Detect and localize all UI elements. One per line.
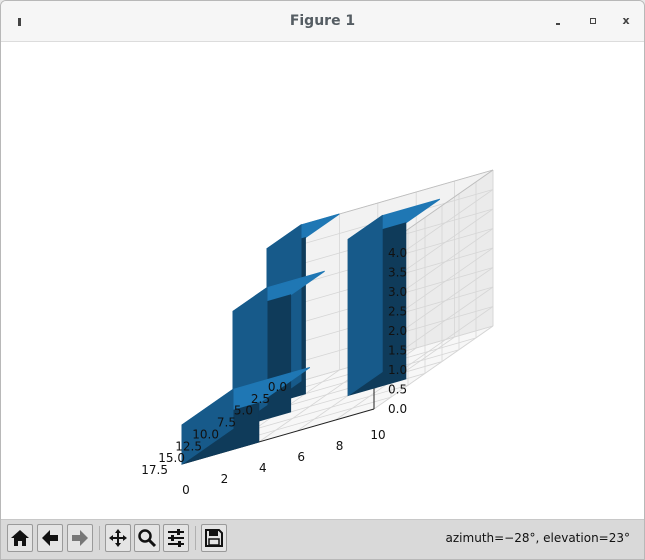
navigation-toolbar: azimuth=−28°, elevation=23° <box>1 519 644 559</box>
window-title: Figure 1 <box>289 13 356 29</box>
toolbar-separator <box>195 526 196 550</box>
z-tick-label: 1.0 <box>388 363 407 377</box>
x-tick-label: 10.0 <box>192 427 219 441</box>
forward-button[interactable] <box>67 524 93 552</box>
floppy-disk-icon <box>205 529 223 547</box>
save-button[interactable] <box>201 524 227 552</box>
tick-labels: 0.02.55.07.510.012.515.017.502468100.00.… <box>141 246 407 497</box>
y-tick-label: 4 <box>259 461 267 475</box>
forward-arrow-icon <box>72 530 88 546</box>
bar <box>181 366 311 465</box>
y-tick-label: 2 <box>221 472 229 486</box>
x-tick-label: 12.5 <box>175 439 202 453</box>
z-tick-label: 0.5 <box>388 383 407 397</box>
home-icon <box>11 530 29 546</box>
title-bar: Figure 1 x <box>1 1 644 42</box>
x-tick-label: 5.0 <box>234 404 253 418</box>
z-tick-label: 3.5 <box>388 266 407 280</box>
3d-bar-plot[interactable]: 0.02.55.07.510.012.515.017.502468100.00.… <box>1 42 644 519</box>
x-tick-label: 0.0 <box>268 380 287 394</box>
move-icon <box>109 529 127 547</box>
grid-line <box>373 325 494 410</box>
home-button[interactable] <box>7 524 33 552</box>
window-menu-icon[interactable] <box>18 18 21 26</box>
view-angle-status: azimuth=−28°, elevation=23° <box>445 531 630 545</box>
bar-side-face <box>181 388 234 465</box>
z-tick-label: 1.5 <box>388 344 407 358</box>
y-tick-label: 6 <box>297 450 305 464</box>
x-tick-label: 7.5 <box>217 416 236 430</box>
magnifier-icon <box>138 529 157 548</box>
z-tick-label: 3.0 <box>388 285 407 299</box>
z-tick-label: 0.0 <box>388 402 407 416</box>
x-tick-label: 2.5 <box>251 392 270 406</box>
z-tick-label: 2.0 <box>388 324 407 338</box>
y-tick-label: 0 <box>182 483 190 497</box>
x-tick-label: 15.0 <box>158 451 185 465</box>
back-button[interactable] <box>37 524 63 552</box>
toolbar-separator <box>99 526 100 550</box>
y-tick-label: 8 <box>336 439 344 453</box>
back-arrow-icon <box>42 530 58 546</box>
figure-canvas[interactable]: 0.0 2.5 5.0 7.5 10.0 12.5 15.0 17.5 0 2 4 6 8 10 0.0 0.… <box>1 42 644 519</box>
bar-side-face <box>347 214 383 397</box>
close-button[interactable]: x <box>622 14 630 27</box>
bar-group <box>181 198 441 465</box>
y-tick-label: 10 <box>370 428 385 442</box>
z-tick-label: 2.5 <box>388 305 407 319</box>
z-tick-label: 4.0 <box>388 246 407 260</box>
sliders-icon <box>168 529 184 547</box>
minimize-button[interactable] <box>549 11 569 31</box>
maximize-button[interactable] <box>583 11 603 31</box>
zoom-button[interactable] <box>134 524 160 552</box>
pan-button[interactable] <box>105 524 131 552</box>
x-tick-label: 17.5 <box>141 463 168 477</box>
configure-subplots-button[interactable] <box>163 524 189 552</box>
bar <box>347 198 441 397</box>
